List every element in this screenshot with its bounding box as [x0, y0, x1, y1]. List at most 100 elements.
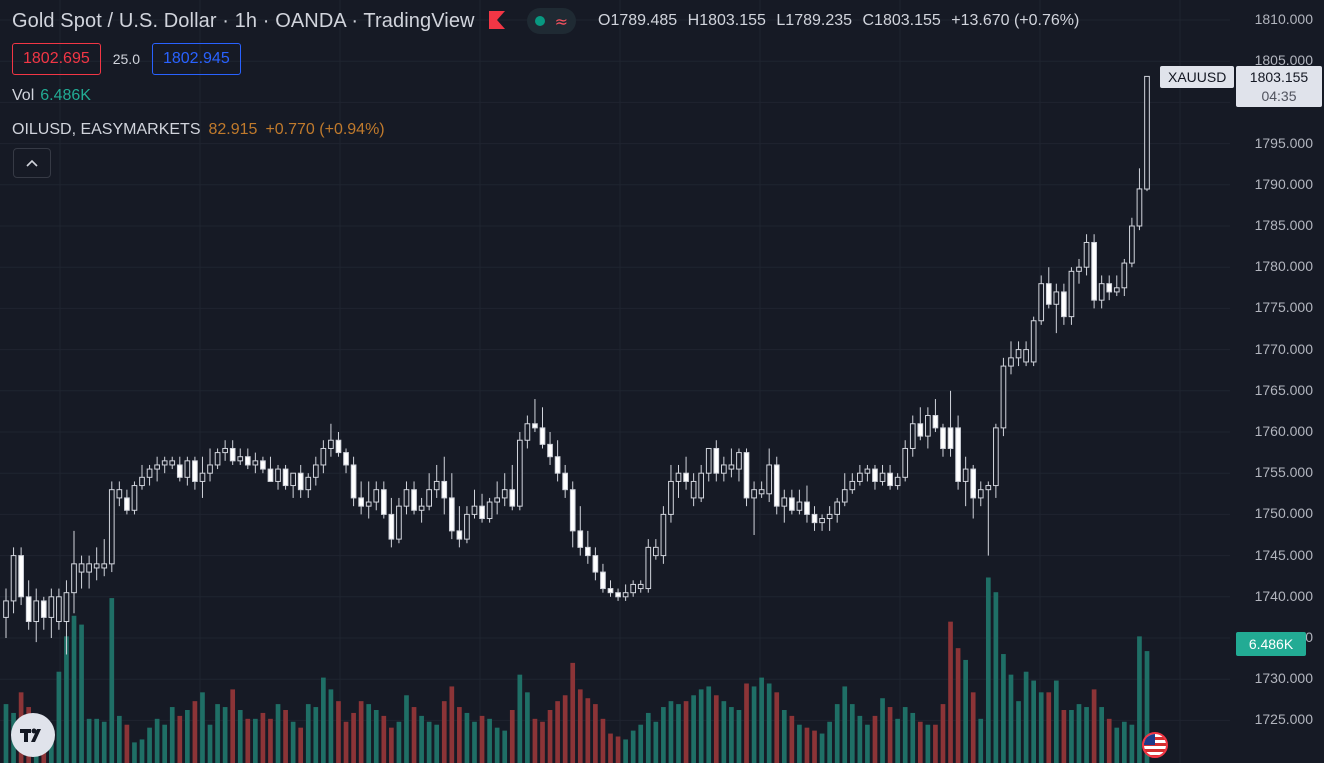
- candle[interactable]: [660, 506, 667, 564]
- candle[interactable]: [1091, 234, 1097, 309]
- candle[interactable]: [441, 456, 448, 515]
- candle[interactable]: [607, 580, 614, 597]
- candle[interactable]: [917, 407, 924, 441]
- candle[interactable]: [532, 399, 538, 432]
- candle[interactable]: [872, 464, 878, 490]
- candle[interactable]: [297, 464, 304, 498]
- candle[interactable]: [539, 407, 546, 449]
- candle[interactable]: [192, 456, 198, 490]
- candle[interactable]: [879, 464, 886, 486]
- candle[interactable]: [63, 580, 70, 655]
- candle[interactable]: [290, 472, 296, 498]
- candle[interactable]: [1113, 275, 1120, 297]
- candle[interactable]: [630, 580, 637, 597]
- candle[interactable]: [48, 588, 55, 638]
- candle[interactable]: [766, 448, 773, 503]
- candle[interactable]: [418, 497, 425, 523]
- candle[interactable]: [645, 539, 652, 593]
- candle[interactable]: [380, 481, 387, 519]
- candle[interactable]: [1136, 168, 1143, 231]
- candle[interactable]: [955, 415, 961, 490]
- candle[interactable]: [154, 456, 160, 482]
- candle[interactable]: [18, 547, 24, 606]
- candle[interactable]: [448, 473, 455, 540]
- candle[interactable]: [736, 448, 742, 482]
- candle[interactable]: [1023, 341, 1029, 367]
- candle[interactable]: [781, 489, 788, 523]
- flag-icon[interactable]: [488, 11, 505, 29]
- candle[interactable]: [1008, 341, 1014, 375]
- candle[interactable]: [796, 489, 803, 515]
- candle[interactable]: [857, 464, 863, 486]
- candle[interactable]: [547, 432, 553, 465]
- candle[interactable]: [600, 563, 606, 593]
- candle[interactable]: [365, 481, 372, 519]
- candle[interactable]: [396, 497, 402, 544]
- candle[interactable]: [977, 481, 984, 507]
- candle[interactable]: [426, 473, 432, 511]
- collapse-legend-button[interactable]: [13, 148, 51, 178]
- candle[interactable]: [985, 481, 992, 556]
- candle[interactable]: [698, 464, 705, 503]
- candle[interactable]: [894, 473, 901, 490]
- candle[interactable]: [388, 497, 395, 548]
- candle[interactable]: [1030, 316, 1037, 367]
- candle[interactable]: [403, 481, 410, 515]
- candle[interactable]: [751, 481, 757, 535]
- buy-price-button[interactable]: 1802.945: [151, 43, 241, 75]
- candle[interactable]: [305, 473, 312, 498]
- candle[interactable]: [592, 547, 599, 581]
- candle[interactable]: [1083, 234, 1090, 276]
- candle[interactable]: [705, 447, 712, 482]
- candle[interactable]: [358, 481, 364, 515]
- candle[interactable]: [1121, 258, 1128, 297]
- candle[interactable]: [471, 489, 478, 519]
- candle[interactable]: [464, 506, 470, 544]
- candle[interactable]: [721, 456, 727, 482]
- candle[interactable]: [328, 423, 334, 457]
- candle[interactable]: [343, 448, 349, 474]
- candle[interactable]: [108, 481, 115, 573]
- candle[interactable]: [411, 481, 417, 515]
- candle[interactable]: [962, 456, 969, 507]
- candle[interactable]: [40, 596, 47, 630]
- candle[interactable]: [1000, 357, 1007, 437]
- candle[interactable]: [577, 506, 584, 556]
- candle[interactable]: [554, 440, 561, 482]
- candle[interactable]: [637, 580, 644, 593]
- candle[interactable]: [569, 481, 576, 548]
- candle[interactable]: [773, 456, 780, 515]
- market-status-pill[interactable]: ≈: [526, 8, 576, 34]
- tradingview-logo-icon[interactable]: [11, 713, 55, 757]
- candle[interactable]: [78, 555, 85, 589]
- candle[interactable]: [1076, 258, 1082, 284]
- candle[interactable]: [176, 456, 183, 482]
- candle[interactable]: [841, 473, 848, 507]
- candle[interactable]: [909, 415, 916, 457]
- candle[interactable]: [373, 481, 380, 511]
- candle[interactable]: [101, 539, 108, 577]
- candle[interactable]: [214, 448, 221, 470]
- candle[interactable]: [804, 485, 810, 523]
- candle[interactable]: [169, 456, 176, 470]
- candle[interactable]: [33, 588, 40, 643]
- candle[interactable]: [267, 456, 274, 482]
- candle[interactable]: [335, 432, 342, 457]
- candle[interactable]: [1053, 283, 1060, 334]
- candle[interactable]: [199, 456, 206, 498]
- candle[interactable]: [1045, 267, 1052, 309]
- symbol-title[interactable]: Gold Spot / U.S. Dollar · 1h · OANDA · T…: [12, 9, 475, 32]
- candle[interactable]: [925, 407, 931, 449]
- candle[interactable]: [668, 464, 674, 523]
- candle[interactable]: [743, 448, 750, 507]
- candle[interactable]: [1106, 275, 1113, 301]
- candle[interactable]: [562, 464, 569, 498]
- candle[interactable]: [1038, 275, 1045, 325]
- candle[interactable]: [433, 464, 440, 498]
- candle[interactable]: [789, 489, 795, 515]
- candle[interactable]: [675, 464, 682, 498]
- candle[interactable]: [615, 588, 621, 601]
- candle[interactable]: [350, 456, 357, 507]
- candle[interactable]: [282, 464, 289, 490]
